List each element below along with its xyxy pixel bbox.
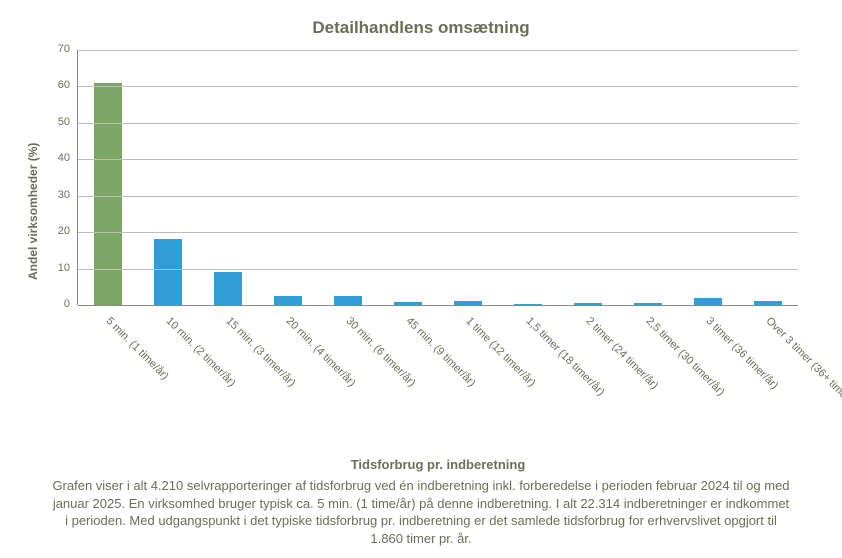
bar [154,239,183,305]
x-axis-line [78,305,798,306]
y-axis-label: Andel virksomheder (%) [26,142,40,279]
bars-layer [78,50,798,305]
y-tick-label: 30 [40,189,70,201]
x-tick-label: Over 3 timer (36+ timer/år) [764,315,842,415]
gridline [78,50,798,51]
y-axis-line [77,50,78,305]
bar [94,83,123,305]
gridline [78,269,798,270]
bar [214,272,243,305]
chart-container: { "chart": { "type": "bar", "title": "De… [0,0,842,558]
bar [694,298,723,305]
y-tick-label: 10 [40,262,70,274]
gridline [78,159,798,160]
gridline [78,123,798,124]
plot-area [78,50,798,305]
chart-caption: Grafen viser i alt 4.210 selvrapporterin… [50,477,792,547]
bar [274,296,303,305]
gridline [78,232,798,233]
x-tick-label: 5 min. (1 time/år) [104,315,171,382]
y-tick-label: 40 [40,152,70,164]
y-tick-label: 20 [40,225,70,237]
y-tick-label: 60 [40,79,70,91]
bar [334,296,363,305]
gridline [78,86,798,87]
y-tick-label: 50 [40,116,70,128]
x-tick-labels: 5 min. (1 time/år)10 min. (2 timer/år)15… [78,315,798,455]
x-axis-label: Tidsforbrug pr. indberetning [78,457,798,472]
chart-title: Detailhandlens omsætning [0,18,842,38]
gridline [78,196,798,197]
y-tick-label: 70 [40,43,70,55]
y-tick-label: 0 [40,298,70,310]
